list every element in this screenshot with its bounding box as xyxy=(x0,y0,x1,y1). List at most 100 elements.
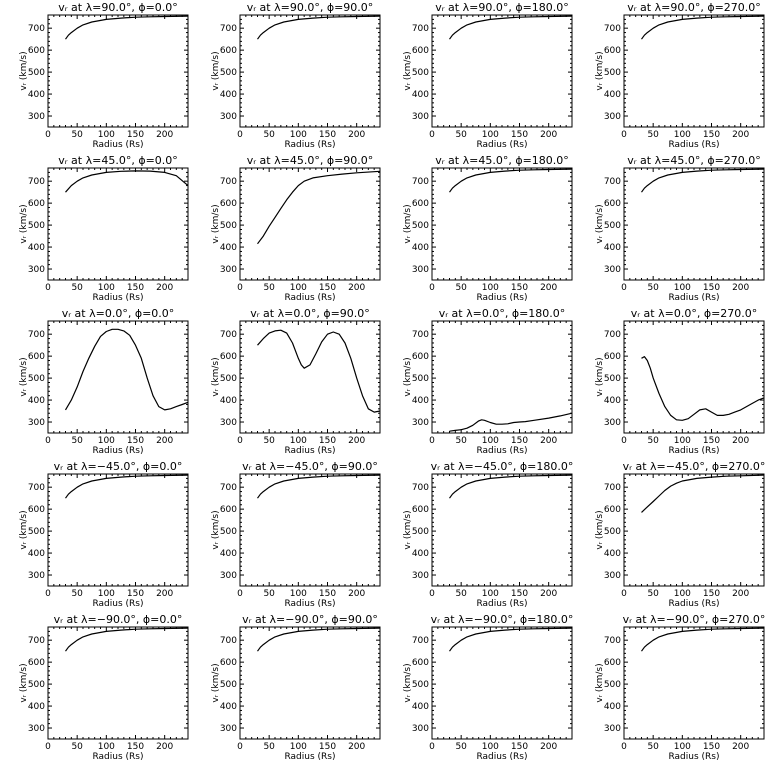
x-axis-label: Radius (Rs) xyxy=(668,293,719,303)
x-tick-label: 150 xyxy=(127,589,144,599)
series-line-0 xyxy=(257,170,381,245)
y-tick-label: 600 xyxy=(220,46,237,56)
y-tick-label: 300 xyxy=(28,724,45,734)
series-line-0 xyxy=(641,474,765,513)
plot-frame xyxy=(239,473,381,587)
y-tick-label: 600 xyxy=(412,46,429,56)
panel-title: vᵣ at λ=−90.0°, ϕ=180.0° xyxy=(431,613,574,626)
x-tick-label: 150 xyxy=(511,130,528,140)
y-axis-label: vᵣ (km/s) xyxy=(595,663,605,702)
y-tick-label: 500 xyxy=(412,374,429,384)
x-tick-label: 200 xyxy=(156,130,173,140)
x-tick-label: 150 xyxy=(511,742,528,752)
y-tick-label: 500 xyxy=(220,68,237,78)
x-tick-label: 100 xyxy=(482,130,499,140)
panel-1: vᵣ at λ=90.0°, ϕ=90.0° 0 50 100 150 200 300 400… xyxy=(211,1,381,150)
series-line-0 xyxy=(257,329,381,413)
y-axis-label: vᵣ (km/s) xyxy=(19,357,29,396)
y-tick-label: 500 xyxy=(604,527,621,537)
series-line-0 xyxy=(65,15,189,40)
x-tick-label: 50 xyxy=(263,742,275,752)
y-tick-label: 300 xyxy=(220,724,237,734)
y-tick-label: 400 xyxy=(604,396,621,406)
y-tick-label: 700 xyxy=(28,330,45,340)
series-line-0 xyxy=(449,15,573,40)
panel-17: vᵣ at λ=−90.0°, ϕ=90.0° 0 50 100 150 200 300 40… xyxy=(211,613,381,762)
plot-frame xyxy=(623,167,765,281)
x-tick-label: 50 xyxy=(647,436,659,446)
x-tick-label: 50 xyxy=(263,130,275,140)
y-tick-label: 500 xyxy=(412,68,429,78)
y-tick-label: 400 xyxy=(28,702,45,712)
series-line-0 xyxy=(65,170,189,193)
series-line-0 xyxy=(449,412,573,432)
panel-13: vᵣ at λ=−45.0°, ϕ=90.0° 0 50 100 150 200 300 40… xyxy=(211,460,381,609)
panel-3: vᵣ at λ=90.0°, ϕ=270.0° 0 50 100 150 200 300 40… xyxy=(595,1,765,150)
plot-frame xyxy=(431,320,573,434)
y-tick-label: 600 xyxy=(412,505,429,515)
x-tick-label: 0 xyxy=(429,283,435,293)
panel-title: vᵣ at λ=−90.0°, ϕ=0.0° xyxy=(54,613,183,626)
x-tick-label: 50 xyxy=(71,589,83,599)
x-tick-label: 150 xyxy=(703,130,720,140)
y-tick-label: 300 xyxy=(412,112,429,122)
y-tick-label: 700 xyxy=(220,330,237,340)
plot-frame xyxy=(431,473,573,587)
x-tick-label: 100 xyxy=(98,742,115,752)
panel-title: vᵣ at λ=−45.0°, ϕ=0.0° xyxy=(54,460,183,473)
y-tick-label: 400 xyxy=(604,549,621,559)
x-tick-label: 0 xyxy=(621,436,627,446)
x-tick-label: 0 xyxy=(621,283,627,293)
plot-frame xyxy=(239,167,381,281)
x-tick-label: 0 xyxy=(237,130,243,140)
x-axis-label: Radius (Rs) xyxy=(476,599,527,609)
series-line-0 xyxy=(257,627,381,652)
x-tick-label: 150 xyxy=(511,436,528,446)
panel-8: vᵣ at λ=0.0°, ϕ=0.0° 0 50 100 150 200 300 400 50… xyxy=(19,307,189,456)
panel-title: vᵣ at λ=−90.0°, ϕ=90.0° xyxy=(242,613,378,626)
plot-frame xyxy=(431,626,573,740)
x-tick-label: 50 xyxy=(71,742,83,752)
y-tick-label: 500 xyxy=(220,374,237,384)
y-tick-label: 400 xyxy=(412,396,429,406)
x-tick-label: 100 xyxy=(674,130,691,140)
y-tick-label: 400 xyxy=(412,702,429,712)
y-tick-label: 500 xyxy=(28,527,45,537)
y-tick-label: 500 xyxy=(412,527,429,537)
x-tick-label: 200 xyxy=(156,283,173,293)
y-axis-label: vᵣ (km/s) xyxy=(19,663,29,702)
x-tick-label: 50 xyxy=(263,436,275,446)
y-tick-label: 300 xyxy=(604,265,621,275)
y-tick-label: 300 xyxy=(604,418,621,428)
y-tick-label: 400 xyxy=(604,243,621,253)
y-tick-label: 600 xyxy=(220,352,237,362)
series-line-0 xyxy=(641,168,765,193)
x-tick-label: 0 xyxy=(429,436,435,446)
series-line-0 xyxy=(65,474,189,499)
y-axis-label: vᵣ (km/s) xyxy=(595,51,605,90)
panel-title: vᵣ at λ=45.0°, ϕ=90.0° xyxy=(247,154,374,167)
x-axis-label: Radius (Rs) xyxy=(92,293,143,303)
y-tick-label: 400 xyxy=(220,243,237,253)
y-tick-label: 600 xyxy=(220,505,237,515)
y-tick-label: 300 xyxy=(412,418,429,428)
y-tick-label: 600 xyxy=(220,199,237,209)
x-tick-label: 50 xyxy=(647,130,659,140)
panel-18: vᵣ at λ=−90.0°, ϕ=180.0° 0 50 100 150 200 300 4… xyxy=(403,613,573,762)
x-axis-label: Radius (Rs) xyxy=(668,599,719,609)
series-line-0 xyxy=(449,474,573,499)
x-tick-label: 150 xyxy=(703,436,720,446)
x-tick-label: 150 xyxy=(319,130,336,140)
y-tick-label: 500 xyxy=(220,221,237,231)
y-tick-label: 300 xyxy=(220,418,237,428)
y-tick-label: 700 xyxy=(604,24,621,34)
panel-title: vᵣ at λ=45.0°, ϕ=270.0° xyxy=(627,154,761,167)
y-tick-label: 500 xyxy=(28,68,45,78)
plot-frame xyxy=(47,320,189,434)
x-tick-label: 50 xyxy=(455,742,467,752)
x-tick-label: 150 xyxy=(319,436,336,446)
y-tick-label: 700 xyxy=(604,177,621,187)
series-line-0 xyxy=(449,627,573,652)
x-tick-label: 0 xyxy=(45,589,51,599)
y-tick-label: 500 xyxy=(220,680,237,690)
